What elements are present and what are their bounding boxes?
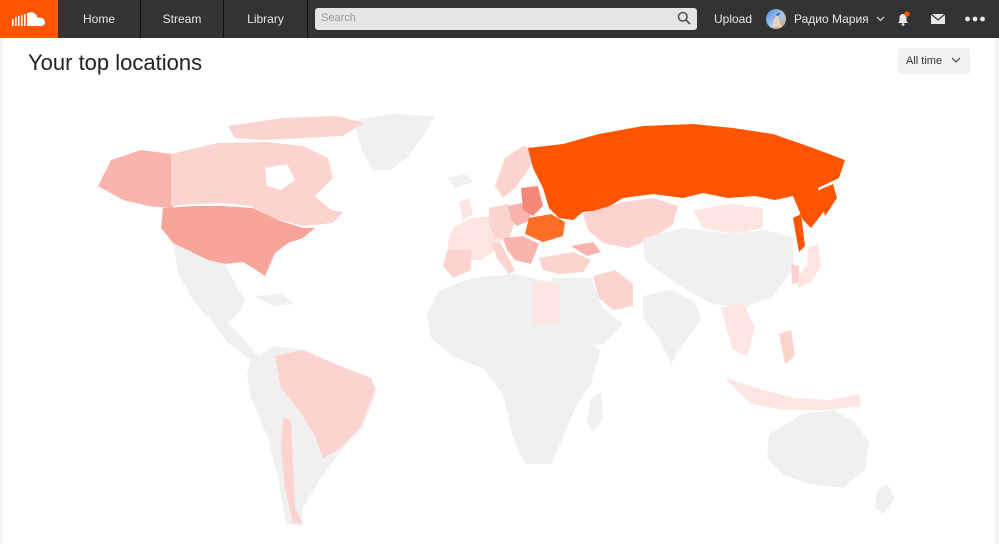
map-country-madagascar[interactable] <box>587 392 603 432</box>
map-country-belarus[interactable] <box>521 186 543 216</box>
map-country-kamchatka[interactable] <box>819 184 837 216</box>
more-icon <box>965 16 985 22</box>
page-title: Your top locations <box>28 50 203 75</box>
chevron-down-icon <box>951 57 961 63</box>
top-locations-panel: Your top locations All time <box>3 38 995 544</box>
world-map <box>98 114 895 526</box>
user-name: Радио Мария <box>794 12 869 26</box>
nav-tab-home[interactable]: Home <box>58 0 141 38</box>
map-country-canada-arctic[interactable] <box>228 116 363 140</box>
map-country-greenland[interactable] <box>355 114 435 170</box>
map-country-iceland[interactable] <box>447 174 473 188</box>
search-placeholder: Search <box>321 12 356 24</box>
mail-icon <box>930 13 946 24</box>
bell-icon <box>898 11 910 26</box>
map-country-iran[interactable] <box>593 270 633 310</box>
map-country-turkey[interactable] <box>539 252 591 274</box>
avatar-image <box>772 12 782 27</box>
map-country-chile[interactable] <box>281 418 303 524</box>
nav-tab-stream[interactable]: Stream <box>141 0 224 38</box>
map-country-korea[interactable] <box>791 264 799 284</box>
map-country-germany[interactable] <box>489 204 515 238</box>
time-filter-selected: All time <box>906 55 943 67</box>
nav-tab-label: Library <box>247 12 284 26</box>
upload-label: Upload <box>714 12 753 26</box>
soundcloud-logo-icon <box>12 12 45 26</box>
map-country-uk[interactable] <box>459 198 473 220</box>
map-country-southeast-asia[interactable] <box>721 302 755 356</box>
notifications-button[interactable] <box>893 9 913 29</box>
search-icon[interactable] <box>677 11 691 25</box>
notification-dot <box>904 11 910 17</box>
top-navigation-bar: Home Stream Library Search Upload Радио … <box>0 0 999 38</box>
map-country-sakhalin[interactable] <box>793 214 805 252</box>
nav-tab-label: Home <box>82 12 115 26</box>
map-country-mongolia[interactable] <box>693 204 763 234</box>
user-menu[interactable]: Радио Мария <box>794 0 885 38</box>
map-country-iberia[interactable] <box>443 250 471 278</box>
map-country-mexico[interactable] <box>173 243 258 360</box>
nav-tab-library[interactable]: Library <box>224 0 308 38</box>
map-country-egypt[interactable] <box>533 282 561 324</box>
map-country-philippines[interactable] <box>779 330 795 364</box>
map-country-japan[interactable] <box>795 244 821 288</box>
search-input[interactable]: Search <box>315 8 697 30</box>
map-country-italy[interactable] <box>491 242 515 274</box>
chevron-down-icon <box>876 16 885 22</box>
map-country-australia[interactable] <box>767 410 869 488</box>
messages-button[interactable] <box>930 12 946 26</box>
map-country-caribbean[interactable] <box>255 294 295 306</box>
avatar[interactable] <box>766 9 786 29</box>
map-country-scandinavia[interactable] <box>495 146 538 198</box>
map-country-new-zealand[interactable] <box>875 484 895 514</box>
map-country-western-europe[interactable] <box>447 216 503 260</box>
map-country-india[interactable] <box>643 290 701 364</box>
map-country-balkans[interactable] <box>503 236 539 264</box>
time-filter-dropdown[interactable]: All time <box>898 48 970 74</box>
map-country-brazil[interactable] <box>275 350 375 458</box>
more-button[interactable] <box>964 12 986 26</box>
map-country-alaska[interactable] <box>98 150 173 208</box>
map-country-china[interactable] <box>643 228 793 308</box>
soundcloud-logo[interactable] <box>0 0 58 38</box>
upload-link[interactable]: Upload <box>714 0 752 38</box>
map-country-caucasus[interactable] <box>571 242 601 256</box>
nav-tab-label: Stream <box>162 12 202 26</box>
map-country-ukraine[interactable] <box>525 214 565 242</box>
map-country-russia[interactable] <box>528 124 845 228</box>
map-country-usa[interactable] <box>161 206 315 276</box>
map-country-indonesia[interactable] <box>725 378 861 410</box>
map-country-canada[interactable] <box>171 142 343 226</box>
